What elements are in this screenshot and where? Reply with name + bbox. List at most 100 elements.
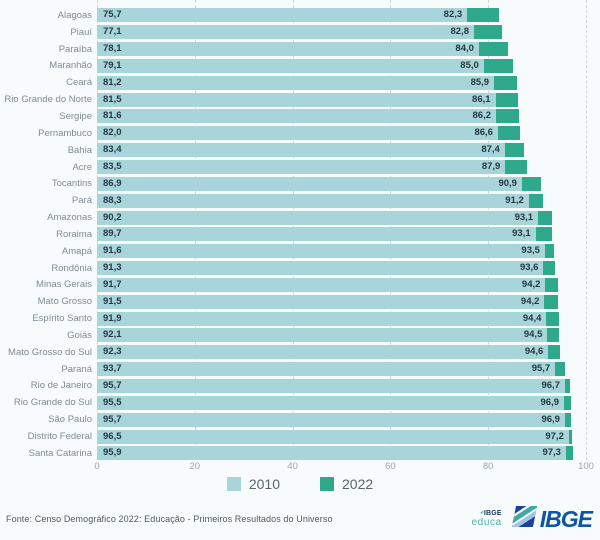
bar-track: 91,9 94,4: [97, 311, 586, 326]
value-label-2010: 92,1: [103, 329, 122, 341]
bar-row: Piauí 77,1 82,8: [0, 24, 600, 41]
bar-2022: [521, 176, 542, 191]
bar-2010: [97, 261, 544, 276]
legend-item-2010: 2010: [226, 476, 280, 492]
x-tick-label: 60: [385, 461, 396, 472]
source-text: Fonte: Censo Demográfico 2022: Educação …: [6, 514, 333, 524]
value-label-2010: 81,6: [103, 110, 122, 122]
value-label-2010: 83,4: [103, 144, 122, 156]
bar-track: 91,5 94,2: [97, 294, 586, 309]
value-label-2010: 90,2: [103, 211, 122, 223]
bar-2022: [483, 58, 513, 73]
value-label-2010: 91,9: [103, 312, 122, 324]
value-label-2022: 94,6: [524, 346, 544, 358]
bar-track: 92,3 94,6: [97, 345, 586, 360]
value-label-2022: 82,3: [443, 9, 463, 21]
value-label-2022: 97,3: [542, 447, 561, 459]
bar-2022: [494, 75, 518, 90]
bar-track: 96,5 97,2: [97, 429, 586, 444]
educa-dots-icon: •*: [480, 510, 484, 517]
bar-2010: [97, 311, 547, 326]
bar-2010: [97, 378, 565, 393]
bar-track: 86,9 90,9: [97, 176, 586, 191]
ibge-educa-logo-top: •* IBGE: [480, 510, 501, 517]
bar-track: 95,7 96,9: [97, 412, 586, 427]
bar-track: 95,7 96,7: [97, 378, 586, 393]
state-label: Pernambuco: [38, 127, 92, 139]
state-label: Ceará: [66, 77, 92, 89]
bar-2022: [546, 311, 559, 326]
bar-2022: [497, 126, 521, 141]
state-label: Tocantins: [51, 178, 92, 190]
state-label: Espírito Santo: [32, 313, 92, 325]
value-label-2010: 78,1: [103, 43, 122, 55]
x-tick-label: 0: [94, 461, 100, 472]
bar-row: Rio Grande do Sul 95,5 96,9: [0, 394, 600, 411]
value-label-2022: 93,6: [519, 262, 539, 274]
x-tick-label: 20: [189, 461, 201, 472]
bar-2022: [538, 210, 553, 225]
state-label: Rio de Janeiro: [30, 380, 92, 392]
bar-row: Pará 88,3 91,2: [0, 192, 600, 209]
value-label-2022: 82,8: [450, 26, 470, 38]
value-label-2010: 93,7: [103, 363, 122, 375]
ibge-educa-logo: •* IBGE educa: [472, 510, 502, 528]
bar-2010: [97, 8, 468, 23]
state-label: Rio Grande do Sul: [13, 397, 92, 409]
bar-rows: Alagoas 75,7 82,3 Piauí 77,1 82,8 Paraíb…: [0, 7, 600, 462]
bar-row: Amapá 91,6 93,5: [0, 243, 600, 260]
bar-2010: [97, 176, 522, 191]
legend-label-2010: 2010: [248, 476, 280, 492]
value-label-2022: 96,7: [541, 379, 560, 391]
footer: Fonte: Censo Demográfico 2022: Educação …: [0, 502, 600, 540]
value-label-2022: 96,9: [541, 413, 560, 425]
bar-2022: [544, 244, 555, 259]
bar-track: 75,7 82,3: [97, 8, 586, 23]
bar-2010: [97, 429, 569, 444]
value-label-2010: 75,7: [103, 9, 122, 21]
bar-row: Maranhão 79,1 85,0: [0, 58, 600, 75]
bar-2010: [97, 446, 566, 461]
bar-2022: [474, 25, 502, 40]
bar-2022: [548, 345, 560, 360]
state-label: Rio Grande do Norte: [4, 94, 92, 106]
bar-2010: [97, 244, 545, 259]
bar-2010: [97, 345, 549, 360]
bar-2010: [97, 126, 498, 141]
legend: 2010 2022: [0, 474, 600, 494]
bar-2022: [568, 429, 573, 444]
ibge-logo: IBGE: [511, 506, 593, 532]
bar-track: 81,2 85,9: [97, 75, 586, 90]
bar-track: 93,7 95,7: [97, 362, 586, 377]
value-label-2022: 91,2: [505, 194, 524, 206]
state-label: Piauí: [70, 26, 92, 38]
bar-track: 83,4 87,4: [97, 143, 586, 158]
bar-row: Goiás 92,1 94,5: [0, 327, 600, 344]
bar-track: 83,5 87,9: [97, 160, 586, 175]
value-label-2010: 88,3: [103, 194, 122, 206]
bar-2022: [564, 412, 571, 427]
legend-swatch-2010: [226, 477, 241, 491]
bar-2022: [495, 92, 519, 107]
value-label-2010: 95,9: [103, 447, 122, 459]
value-label-2022: 96,9: [540, 396, 559, 408]
bar-row: Minas Gerais 91,7 94,2: [0, 277, 600, 294]
value-label-2022: 94,5: [523, 329, 543, 341]
bar-row: Tocantins 86,9 90,9: [0, 175, 600, 192]
bar-row: Alagoas 75,7 82,3: [0, 7, 600, 24]
value-label-2022: 86,2: [472, 110, 492, 122]
value-label-2010: 86,9: [103, 177, 122, 189]
state-label: Bahia: [67, 144, 92, 156]
bar-track: 95,5 96,9: [97, 395, 586, 410]
value-label-2010: 91,3: [103, 262, 122, 274]
bar-2022: [505, 160, 527, 175]
value-label-2010: 95,5: [103, 396, 122, 408]
bar-track: 95,9 97,3: [97, 446, 586, 461]
value-label-2022: 97,2: [545, 430, 564, 442]
bar-row: Sergipe 81,6 86,2: [0, 108, 600, 125]
educa-ibge-text: IBGE: [483, 510, 502, 517]
value-label-2010: 91,5: [103, 295, 122, 307]
value-label-2022: 86,1: [472, 93, 491, 105]
state-label: Amapá: [61, 245, 92, 257]
